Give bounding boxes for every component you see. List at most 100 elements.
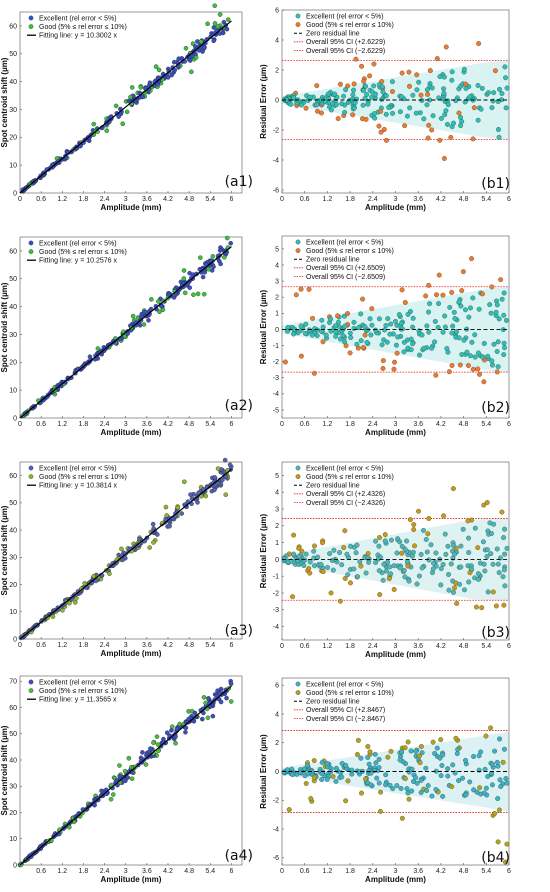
point-good [412, 543, 418, 549]
point-excellent [373, 760, 379, 766]
point-excellent [429, 345, 435, 351]
x-tick-label: 6 [229, 868, 233, 875]
point-excellent [217, 690, 222, 696]
fitting-line [19, 685, 232, 866]
x-tick-label: 0 [18, 196, 22, 203]
point-excellent [451, 543, 457, 549]
x-tick-label: 3.6 [142, 642, 152, 649]
point-excellent [401, 567, 407, 573]
point-good [335, 116, 341, 122]
point-good [143, 762, 149, 767]
point-excellent [440, 562, 446, 567]
point-excellent [502, 64, 508, 70]
x-tick-label: 0.6 [36, 196, 46, 203]
panel-a2: 0 0.6 1.2 1.8 2.4 3 3.6 4.2 4.8 5.4 60102030405060… [0, 235, 253, 437]
point-excellent [379, 342, 385, 348]
point-excellent [380, 89, 386, 95]
fitting-line [19, 468, 232, 640]
point-excellent [442, 324, 448, 330]
point-excellent [490, 561, 496, 567]
point-good [203, 700, 208, 706]
point-good [306, 286, 312, 292]
y-tick-label: -6 [273, 855, 279, 862]
point-excellent [334, 102, 339, 107]
x-tick-label: 5.4 [205, 421, 215, 428]
point-excellent [413, 748, 419, 754]
legend-marker-excellent [295, 239, 301, 245]
y-tick-label: 50 [9, 276, 17, 283]
point-good [493, 603, 499, 609]
point-good [189, 69, 194, 75]
point-excellent [282, 556, 288, 562]
point-good [392, 359, 397, 365]
point-excellent [418, 790, 424, 795]
point-excellent [495, 127, 501, 132]
point-excellent [414, 780, 420, 786]
point-good [483, 733, 489, 739]
point-good [481, 502, 487, 508]
point-excellent [373, 538, 379, 544]
x-tick-label: 4.2 [436, 421, 446, 428]
point-excellent [337, 550, 343, 556]
point-excellent [171, 59, 177, 65]
point-good [382, 532, 388, 538]
x-tick-label: 6 [507, 196, 511, 203]
point-excellent [361, 88, 367, 93]
point-excellent [483, 785, 489, 791]
point-excellent [466, 579, 472, 585]
point-excellent [410, 315, 416, 321]
point-good [425, 91, 430, 97]
point-excellent [298, 323, 304, 329]
point-excellent [333, 778, 339, 784]
point-excellent [212, 475, 217, 480]
point-excellent [477, 560, 483, 566]
y-tick-label: 30 [9, 107, 17, 114]
y-tick-label: -4 [273, 624, 279, 631]
point-excellent [408, 347, 414, 353]
point-excellent [351, 87, 356, 93]
y-tick-label: -4 [273, 391, 279, 398]
legend-marker-good [28, 688, 34, 693]
panel-b3: 0 0.6 1.2 1.8 2.4 3 3.6 4.2 4.8 5.4 6 -4 -3 -2 -1 0 1 2 3 4… [259, 461, 511, 659]
y-tick-label: 60 [9, 23, 17, 30]
point-excellent [376, 765, 382, 771]
x-tick-label: 6 [229, 421, 233, 428]
point-excellent [183, 725, 189, 731]
point-excellent [393, 342, 399, 348]
y-axis-label: Spot centroid shift (µm) [0, 505, 9, 595]
point-good [117, 763, 122, 768]
point-excellent [332, 91, 338, 97]
y-axis-label: Residual Error (µm) [259, 734, 268, 809]
point-excellent [462, 307, 468, 313]
point-excellent [413, 110, 419, 116]
point-excellent [497, 736, 502, 742]
point-excellent [147, 80, 153, 85]
x-tick-label: 2.4 [100, 642, 110, 649]
point-excellent [485, 774, 491, 779]
point-excellent [394, 783, 400, 789]
point-excellent [472, 354, 478, 360]
x-axis-label: Amplitude (mm) [101, 428, 162, 437]
point-good [67, 824, 72, 830]
point-excellent [466, 535, 472, 541]
point-good [438, 737, 444, 743]
point-good [402, 776, 408, 782]
point-excellent [481, 539, 486, 545]
point-excellent [437, 755, 443, 761]
point-excellent [458, 564, 464, 570]
point-excellent [341, 93, 347, 99]
point-excellent [352, 100, 358, 106]
point-excellent [302, 331, 308, 336]
point-excellent [453, 98, 459, 104]
panel-a3: 0 0.6 1.2 1.8 2.4 3 3.6 4.2 4.8 5.4 60102030405060… [0, 457, 253, 658]
point-excellent [228, 681, 234, 687]
legend-entry: Overall 95% CI (−2.8467) [306, 716, 385, 723]
y-tick-label: 2 [275, 295, 279, 302]
point-good [417, 753, 422, 759]
point-excellent [488, 551, 494, 557]
point-excellent [383, 568, 389, 574]
point-excellent [211, 38, 216, 44]
y-tick-label: 0 [13, 415, 17, 422]
point-excellent [440, 329, 446, 335]
legend-entry: Good (5% ≤ rel error ≤ 10%) [306, 690, 394, 697]
